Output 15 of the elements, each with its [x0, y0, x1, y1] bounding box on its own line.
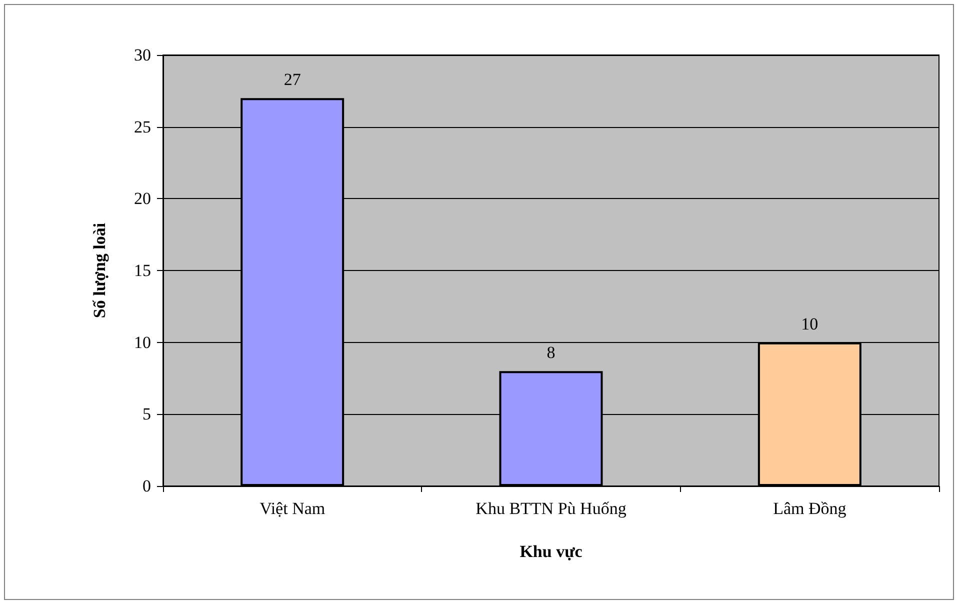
- data-label: 8: [546, 343, 556, 362]
- y-tick-label: 25: [134, 117, 151, 136]
- y-tick-label: 30: [134, 46, 151, 64]
- x-tick-label: Việt Nam: [260, 499, 326, 518]
- x-tick-label: Khu BTTN Pù Huống: [476, 499, 627, 518]
- x-axis-title: Khu vực: [520, 542, 583, 561]
- y-tick-label: 0: [142, 476, 151, 496]
- data-label: 27: [284, 70, 302, 90]
- y-tick-label: 5: [142, 404, 151, 424]
- y-tick-label: 15: [134, 261, 151, 280]
- y-tick-label: 10: [134, 332, 151, 352]
- y-axis-title: Số lượng loài: [90, 222, 109, 318]
- y-tick-label: 20: [134, 189, 151, 208]
- x-tick-label: Lâm Đồng: [773, 499, 847, 518]
- data-label: 10: [801, 314, 818, 334]
